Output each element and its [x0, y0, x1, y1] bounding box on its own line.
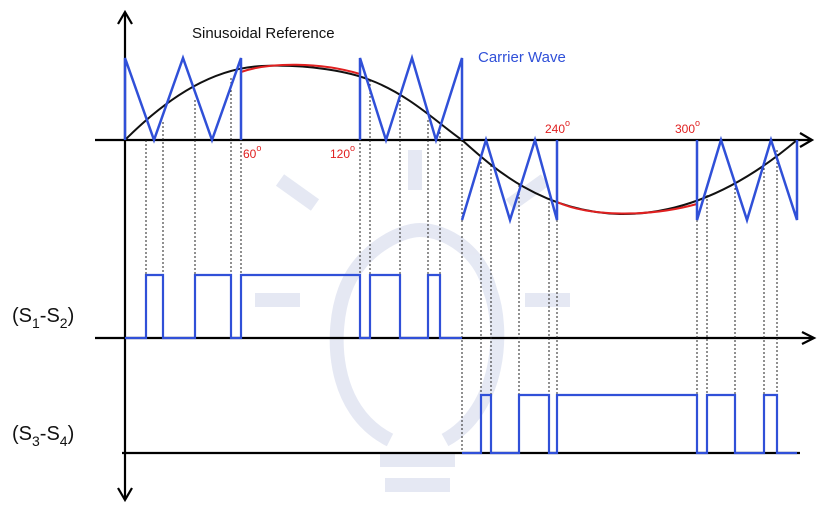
angle-300-label: 300o [675, 118, 700, 136]
carrier-wave-negative-2 [695, 135, 799, 225]
carrier-wave-negative [460, 135, 559, 225]
axis-arrow-up [117, 9, 133, 25]
s1s2-axis-arrow [801, 331, 817, 345]
carrier-wave-label: Carrier Wave [478, 49, 566, 66]
reference-axis-arrow [799, 132, 815, 148]
carrier-wave-positive [123, 54, 243, 144]
angle-60-label: 60o [243, 143, 261, 161]
angle-labels: 60o 120o 240o 300o [243, 118, 700, 161]
sinusoidal-reference-label: Sinusoidal Reference [192, 25, 335, 42]
sinusoidal-reference-red-segment-bottom [556, 201, 698, 215]
switch-pair-s1-s2-label: (S1-S2) [12, 305, 74, 331]
watermark-bulb-icon [255, 150, 570, 492]
carrier-wave-positive-2 [358, 53, 464, 145]
angle-120-label: 120o [330, 143, 355, 161]
sinusoidal-reference-red-segment-top [240, 63, 361, 75]
axis-arrow-down [117, 487, 133, 503]
s1s2-pulse-train [125, 273, 462, 340]
switch-pair-s3-s4-label: (S3-S4) [12, 423, 74, 449]
s3s4-pulse-train [462, 393, 797, 455]
sinusoidal-reference-curve [124, 64, 798, 216]
angle-240-label: 240o [545, 118, 570, 136]
